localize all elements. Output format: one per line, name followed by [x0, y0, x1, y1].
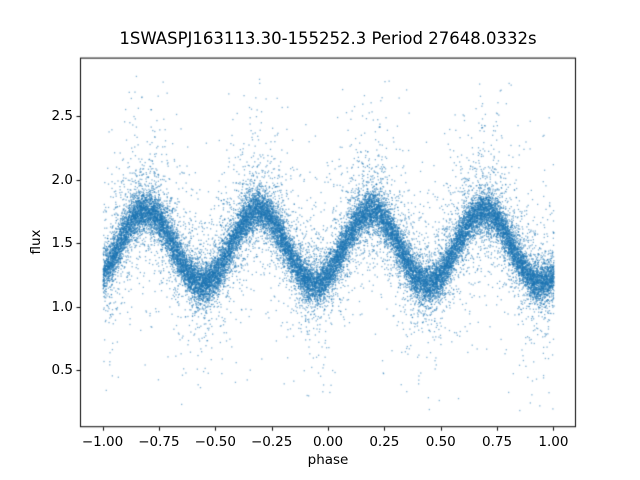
x-tick-label: 0.00	[312, 434, 344, 450]
y-tick-label: 1.5	[51, 235, 73, 252]
y-tick-label: 2.5	[51, 108, 73, 125]
y-tick-label: 1.0	[51, 298, 73, 315]
plot-title: 1SWASPJ163113.30-155252.3 Period 27648.0…	[119, 29, 537, 48]
y-tick-label: 0.5	[51, 362, 73, 379]
x-tick-label: 0.75	[482, 434, 513, 450]
x-tick-label: −0.50	[194, 434, 236, 450]
x-tick-label: −0.75	[138, 434, 180, 450]
y-tick-label: 2.0	[51, 171, 73, 188]
x-tick-label: −1.00	[81, 434, 124, 450]
x-tick-label: 1.00	[538, 434, 569, 450]
x-tick-label: 0.50	[425, 434, 456, 450]
x-axis-label: phase	[307, 452, 349, 468]
x-tick-label: 0.25	[369, 434, 400, 450]
x-tick-label: −0.25	[250, 434, 293, 450]
